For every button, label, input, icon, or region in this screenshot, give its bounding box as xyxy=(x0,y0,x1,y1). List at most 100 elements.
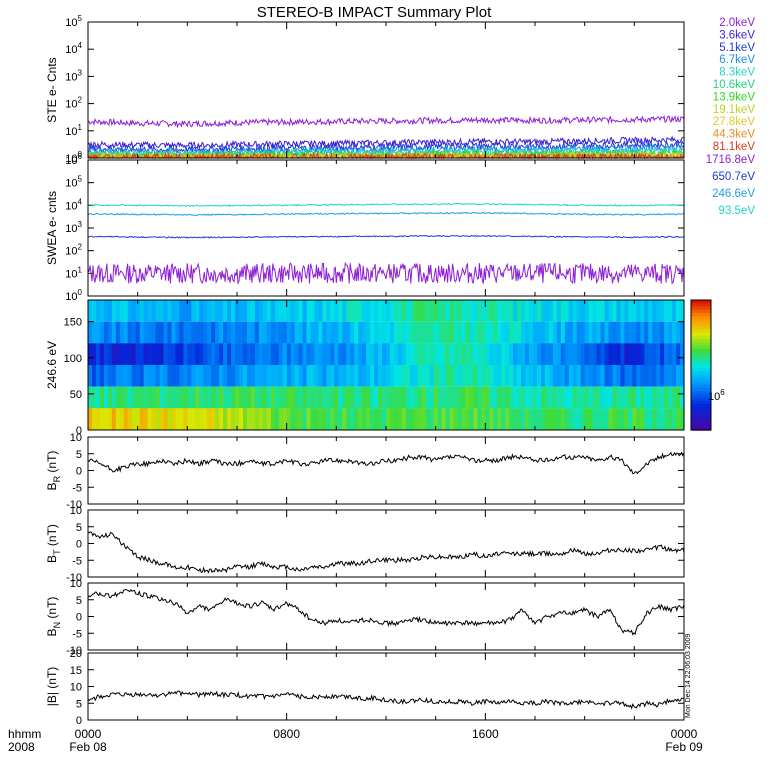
heatmap-cell xyxy=(322,365,327,387)
br-ytick-label: -10 xyxy=(66,499,82,511)
heatmap-cell xyxy=(485,343,490,365)
heatmap-cell xyxy=(421,343,427,365)
heatmap-cell xyxy=(680,365,685,387)
heatmap-cell xyxy=(477,365,482,387)
colorbar-band xyxy=(691,394,711,399)
heatmap-cell xyxy=(485,386,490,409)
heatmap-cell xyxy=(668,321,673,344)
heatmap-cell xyxy=(477,321,482,344)
heatmap-cell xyxy=(409,408,415,430)
heatmap-cell xyxy=(600,343,606,365)
heatmap-cell xyxy=(119,343,125,365)
heatmap-cell xyxy=(437,408,443,430)
heatmap-cell xyxy=(513,300,518,322)
heatmap-cell xyxy=(449,408,455,430)
ste-ytick-label: 105 xyxy=(65,14,82,29)
heatmap-cell xyxy=(294,386,300,409)
heatmap-cell xyxy=(537,343,542,365)
heatmap-cell xyxy=(600,365,606,387)
heatmap-cell xyxy=(139,386,145,409)
heatmap-cell xyxy=(107,343,113,365)
heatmap-cell xyxy=(481,365,486,387)
heatmap-cell xyxy=(306,386,312,409)
heatmap-cell xyxy=(143,365,149,387)
heatmap-cell xyxy=(445,343,451,365)
heatmap-cell xyxy=(397,408,403,430)
heatmap-cell xyxy=(262,365,268,387)
heatmap-cell xyxy=(187,321,192,344)
bt-ytick-label: -10 xyxy=(66,572,82,584)
heatmap-cell xyxy=(231,386,236,409)
heatmap-cell xyxy=(195,300,200,322)
heatmap-cell xyxy=(123,321,129,344)
heatmap-cell xyxy=(580,408,586,430)
heatmap-cell xyxy=(620,321,625,344)
heatmap-cell xyxy=(417,300,423,322)
heatmap-cell xyxy=(191,386,196,409)
heatmap-cell xyxy=(433,386,439,409)
heatmap-cell xyxy=(183,365,188,387)
heatmap-cell xyxy=(147,300,153,322)
heatmap-cell xyxy=(334,300,339,322)
heatmap-cell xyxy=(576,343,582,365)
heatmap-cell xyxy=(266,343,272,365)
heatmap-cell xyxy=(548,408,554,430)
heatmap-cell xyxy=(262,408,268,430)
heatmap-cell xyxy=(282,408,288,430)
heatmap-cell xyxy=(334,321,339,344)
heatmap-cell xyxy=(660,408,665,430)
heatmap-cell xyxy=(282,343,288,365)
heatmap-cell xyxy=(107,408,113,430)
pad-ytick-label: 100 xyxy=(64,353,82,365)
heatmap-cell xyxy=(640,408,645,430)
heatmap-cell xyxy=(664,343,669,365)
heatmap-cell xyxy=(541,408,546,430)
heatmap-cell xyxy=(560,365,566,387)
time-tick-label: 1600 xyxy=(472,727,499,741)
heatmap-cell xyxy=(155,408,161,430)
heatmap-cell xyxy=(223,408,228,430)
heatmap-cell xyxy=(429,343,435,365)
colorbar-band xyxy=(691,329,711,334)
heatmap-cell xyxy=(338,386,343,409)
heatmap-cell xyxy=(270,321,276,344)
heatmap-cell xyxy=(362,408,367,430)
heatmap-cell xyxy=(310,386,316,409)
heatmap-cell xyxy=(453,365,459,387)
heatmap-cell xyxy=(564,321,570,344)
heatmap-cell xyxy=(453,408,459,430)
heatmap-cell xyxy=(179,321,184,344)
heatmap-cell xyxy=(115,386,121,409)
heatmap-cell xyxy=(648,343,653,365)
heatmap-cell xyxy=(469,386,474,409)
heatmap-cell xyxy=(266,408,272,430)
heatmap-cell xyxy=(139,300,145,322)
heatmap-cell xyxy=(382,365,387,387)
heatmap-cell xyxy=(239,365,244,387)
heatmap-cell xyxy=(644,321,649,344)
heatmap-cell xyxy=(270,343,276,365)
legend-entry: 10.6keV xyxy=(713,79,756,91)
heatmap-cell xyxy=(501,321,506,344)
heatmap-cell xyxy=(664,321,669,344)
heatmap-cell xyxy=(131,386,137,409)
heatmap-cell xyxy=(537,300,542,322)
heatmap-cell xyxy=(425,408,431,430)
heatmap-cell xyxy=(378,386,383,409)
heatmap-cell xyxy=(640,300,645,322)
swea-series-line xyxy=(87,234,685,239)
heatmap-cell xyxy=(231,408,236,430)
heatmap-cell xyxy=(449,321,455,344)
heatmap-cell xyxy=(517,300,522,322)
heatmap-cell xyxy=(250,408,256,430)
heatmap-cell xyxy=(568,343,574,365)
heatmap-cell xyxy=(620,343,625,365)
heatmap-cell xyxy=(235,321,240,344)
heatmap-cell xyxy=(465,386,471,409)
heatmap-cell xyxy=(676,386,681,409)
heatmap-cell xyxy=(314,386,320,409)
heatmap-cell xyxy=(453,300,459,322)
heatmap-cell xyxy=(505,343,510,365)
heatmap-cell xyxy=(409,300,415,322)
heatmap-cell xyxy=(346,365,351,387)
